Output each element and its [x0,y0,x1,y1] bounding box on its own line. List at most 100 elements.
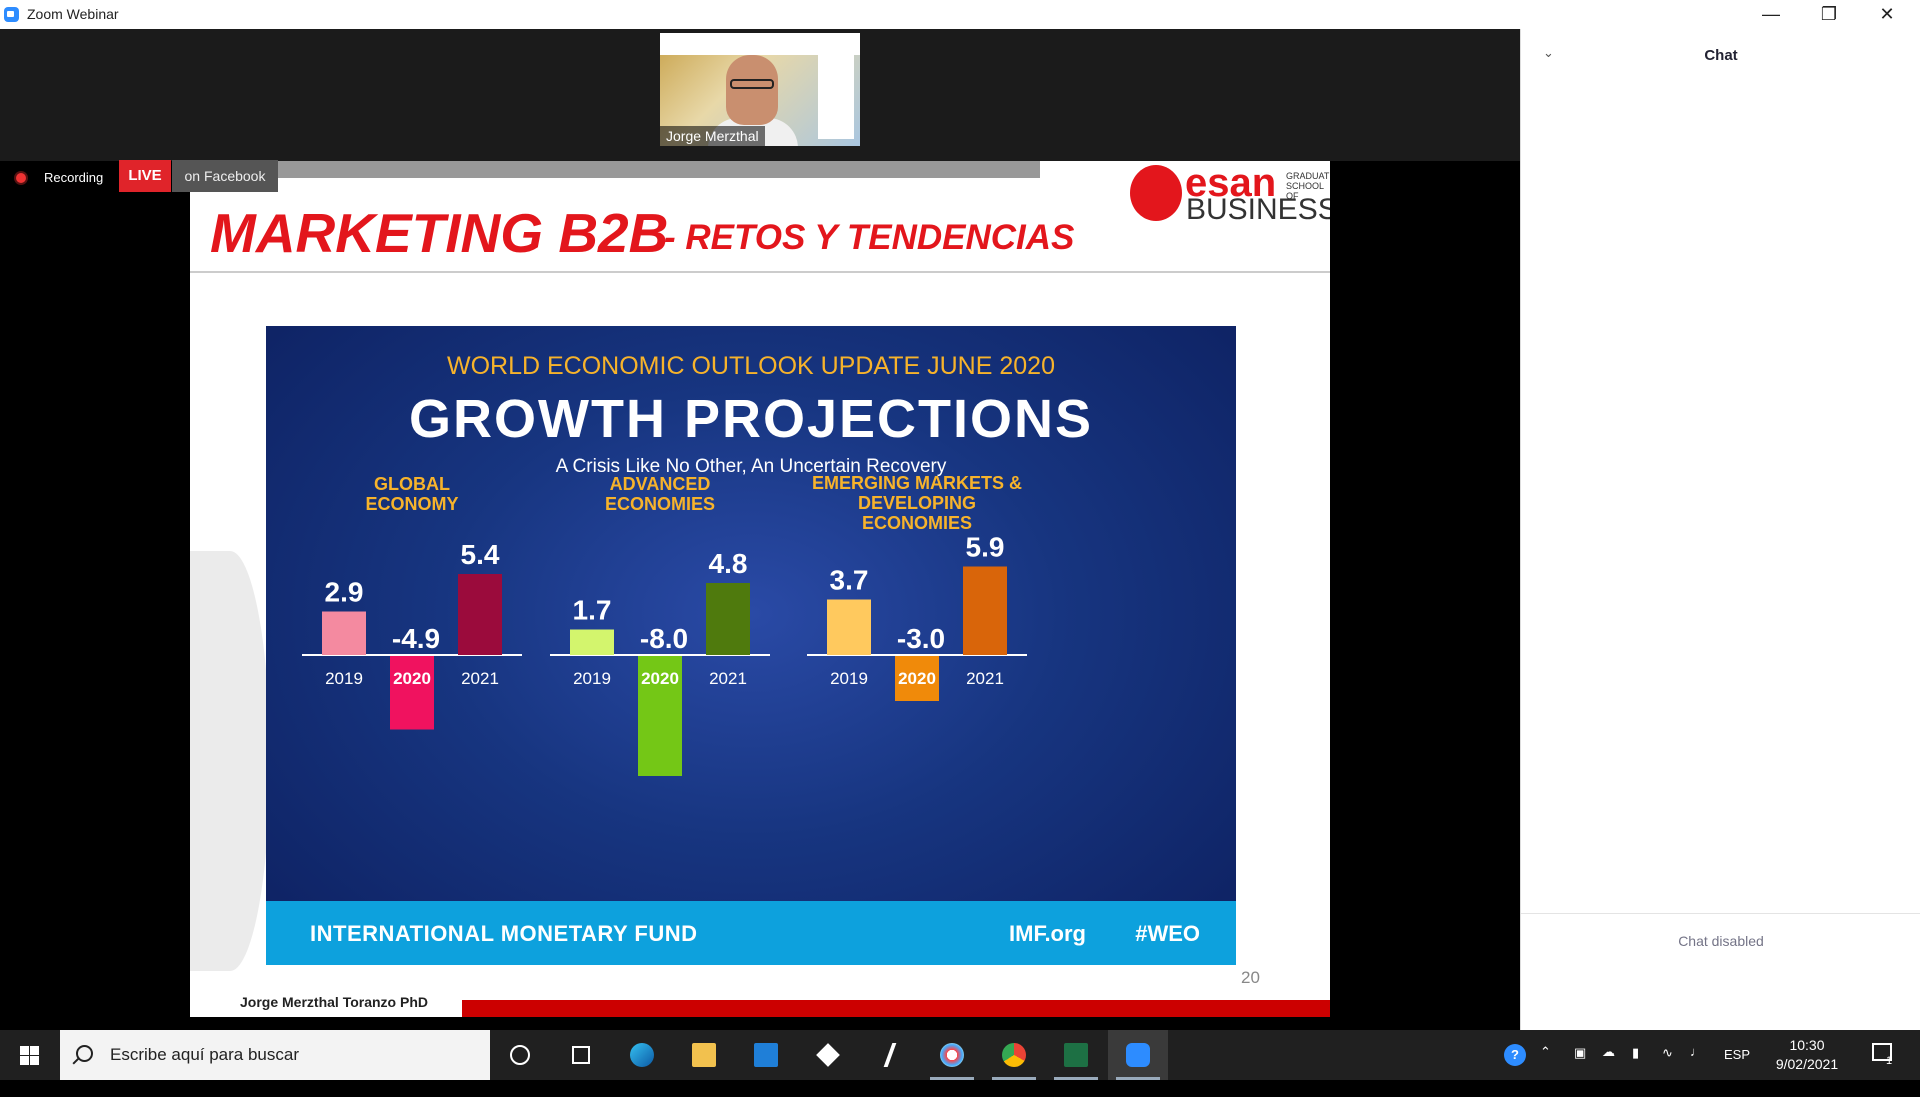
bar-2019 [827,599,871,655]
zoom-app-icon [4,7,19,22]
infographic-supertitle: WORLD ECONOMIC OUTLOOK UPDATE JUNE 2020 [447,352,1055,380]
onedrive-icon[interactable]: ☁ [1602,1044,1615,1059]
minimize-button[interactable]: — [1762,4,1780,24]
chat-title: Chat [1704,47,1738,64]
bar-2021 [458,574,502,655]
infographic-title: GROWTH PROJECTIONS [408,389,1094,449]
bar-value-label: 2.9 [325,577,364,608]
mail-icon[interactable] [736,1030,796,1080]
taskbar-search[interactable]: Escribe aquí para buscar [60,1030,490,1080]
bar-value-label: 5.9 [966,532,1005,563]
year-tick-label: 2019 [830,669,868,688]
stream-target-label[interactable]: on Facebook [172,160,278,192]
winamp-icon[interactable] [860,1030,920,1080]
start-button[interactable] [0,1030,60,1080]
infographic-subtitle: A Crisis Like No Other, An Uncertain Rec… [555,456,947,477]
slide-top-strip [278,161,1040,178]
bar-2021 [963,566,1007,655]
year-tick-label: 2019 [573,669,611,688]
clock-date: 9/02/2021 [1775,1056,1839,1072]
imf-url: IMF.org [1009,921,1086,946]
search-input[interactable]: Escribe aquí para buscar [110,1045,299,1064]
chart-group-title: EMERGING MARKETS & DEVELOPING ECONOMIES [811,473,1022,533]
clock-time: 10:30 [1789,1037,1825,1053]
bar-value-label: -3.0 [897,623,945,654]
bar-2020 [390,656,434,730]
bar-2021 [706,583,750,655]
slide-page-number: 20 [1241,968,1260,987]
chrome-icon[interactable] [984,1030,1044,1080]
imf-label: INTERNATIONAL MONETARY FUND [310,921,698,946]
participant-face [726,55,778,125]
meet-now-icon[interactable]: ▣ [1574,1045,1587,1060]
esan-logo-text: esan [1185,161,1277,205]
bar-2019 [322,611,366,655]
chat-panel: ⌄ Chat Chat disabled [1520,29,1920,1030]
bar-value-label: -8.0 [640,623,688,654]
slide-subtitle: - RETOS Y TENDENCIAS [664,218,1075,257]
year-tick-label: 2021 [461,669,499,688]
chart-group-title: GLOBAL ECONOMY [365,474,459,514]
bar-value-label: 5.4 [461,539,500,570]
language-indicator[interactable]: ESP [1724,1047,1751,1062]
chat-divider [1521,913,1920,914]
bar-2019 [570,629,614,655]
bar-2020 [638,656,682,776]
weo-hashtag: #WEO [1135,921,1200,946]
slide-author: Jorge Merzthal Toranzo PhD [240,994,428,1010]
window-title: Zoom Webinar [27,6,119,22]
battery-icon[interactable]: ▮ [1632,1045,1640,1060]
window-titlebar: Zoom Webinar — ❐ ✕ [0,0,1920,29]
year-tick-label: 2021 [709,669,747,688]
excel-icon[interactable] [1046,1030,1106,1080]
esan-logo-emblem [1130,165,1182,221]
bar-value-label: 1.7 [573,595,612,626]
growth-bar-chart: 2.9 2019 -4.9 2020 5.4 2021 1.7 2019 -8.0 2020 4.8… [302,532,1027,776]
dropbox-icon[interactable] [798,1030,858,1080]
bar-value-label: 3.7 [830,565,869,596]
participant-name: Jorge Merzthal [660,126,765,146]
cortana-icon[interactable] [490,1030,550,1080]
recording-label: Recording [44,170,104,185]
chart-group-title: ADVANCED ECONOMIES [604,474,715,514]
thumbnail-side-panel [818,39,854,139]
slide-footer-bar [462,1000,1330,1017]
bar-value-label: -4.9 [392,623,440,654]
shared-slide: MARKETING B2B - RETOS Y TENDENCIAS esan … [190,161,1330,1017]
windows-logo-icon [20,1046,29,1055]
growth-projections-infographic: WORLD ECONOMIC OUTLOOK UPDATE JUNE 2020 … [266,326,1236,965]
thumbnail-banner [660,33,860,55]
paint-icon[interactable] [922,1030,982,1080]
chevron-down-icon[interactable]: ⌄ [1543,45,1554,60]
year-tick-label: 2020 [641,669,679,688]
year-tick-label: 2020 [393,669,431,688]
task-view-icon[interactable] [550,1030,610,1080]
esan-logo-tagline: GRADUATE SCHOOL OF [1286,171,1330,201]
search-icon [76,1045,93,1062]
taskbar-clock[interactable]: 10:30 9/02/2021 [1770,1036,1844,1074]
record-icon [16,173,26,183]
bar-2020 [895,656,939,701]
year-tick-label: 2020 [898,669,936,688]
esan-logo-business: BUSINESS [1186,193,1330,226]
slide-title: MARKETING B2B [210,202,669,264]
file-explorer-icon[interactable] [674,1030,734,1080]
infographic-footer: INTERNATIONAL MONETARY FUND IMF.org #WEO [266,901,1236,965]
windows-taskbar: Escribe aquí para buscar ? ⌃ ▣ ☁ ▮ ∿ ♩ E… [0,1030,1920,1080]
bar-value-label: 4.8 [709,548,748,579]
year-tick-label: 2019 [325,669,363,688]
year-tick-label: 2021 [966,669,1004,688]
live-badge[interactable]: LIVE [119,160,171,192]
notification-count: 1 [1886,1055,1893,1067]
close-button[interactable]: ✕ [1879,4,1895,24]
chat-disabled-text: Chat disabled [1678,933,1764,949]
volume-icon[interactable]: ♩ [1690,1044,1703,1059]
title-divider [190,271,1330,273]
zoom-icon[interactable] [1108,1030,1168,1080]
edge-icon[interactable] [612,1030,672,1080]
participant-video-thumbnail[interactable]: Jorge Merzthal [660,33,860,146]
chevron-up-icon[interactable]: ⌃ [1540,1044,1551,1059]
wifi-icon[interactable]: ∿ [1662,1045,1673,1060]
notification-icon[interactable]: 1 [1872,1043,1892,1093]
restore-button[interactable]: ❐ [1820,4,1838,24]
